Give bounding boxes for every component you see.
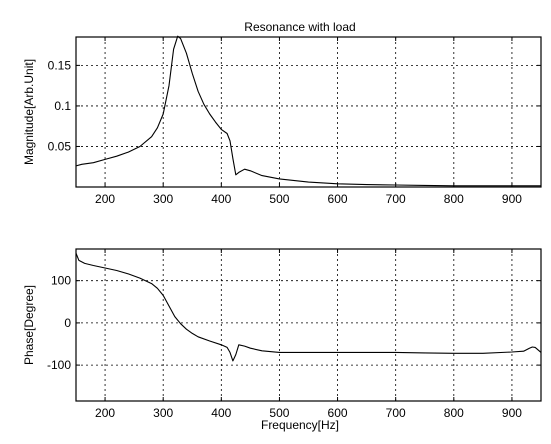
magnitude-curve bbox=[75, 35, 541, 187]
x-tick-label: 800 bbox=[444, 406, 464, 420]
y-axis-label: Magnitude[Arb.Unit] bbox=[22, 59, 36, 165]
y-tick-label: 0.05 bbox=[48, 139, 72, 153]
x-tick-label: 200 bbox=[95, 406, 115, 420]
x-tick-label: 400 bbox=[211, 406, 231, 420]
y-tick-label: 0.1 bbox=[54, 99, 71, 113]
y-tick-label: 100 bbox=[51, 274, 71, 288]
x-tick-label: 600 bbox=[328, 192, 348, 206]
phase-plot: 200 300 400 500 600 700 800 900 -100 0 100 Phase[De… bbox=[22, 248, 542, 420]
y-tick-label: 0 bbox=[64, 316, 71, 330]
y-tick-label: 0.15 bbox=[48, 58, 72, 72]
x-tick-label: 500 bbox=[269, 406, 289, 420]
x-tick-label: 400 bbox=[211, 192, 231, 206]
axes-frame bbox=[75, 248, 542, 402]
x-tick-label: 900 bbox=[502, 406, 522, 420]
y-tick-label: -100 bbox=[47, 358, 71, 372]
chart-title: Resonance with load bbox=[244, 20, 355, 34]
x-tick-label: 500 bbox=[269, 192, 289, 206]
x-axis-label: Frequency[Hz] bbox=[261, 418, 339, 432]
x-tick-label: 300 bbox=[153, 406, 173, 420]
x-tick-label: 200 bbox=[95, 192, 115, 206]
x-tick-label: 700 bbox=[386, 406, 406, 420]
axes-frame bbox=[75, 36, 542, 188]
x-tick-label: 700 bbox=[386, 192, 406, 206]
x-tick-label: 600 bbox=[328, 406, 348, 420]
magnitude-plot: 200 300 400 500 600 700 800 900 0.05 0.1 0.15 Magni… bbox=[22, 35, 542, 206]
y-axis-label: Phase[Degree] bbox=[22, 285, 36, 365]
x-tick-label: 800 bbox=[444, 192, 464, 206]
phase-curve bbox=[75, 252, 542, 362]
x-tick-label: 900 bbox=[502, 192, 522, 206]
x-tick-label: 300 bbox=[153, 192, 173, 206]
